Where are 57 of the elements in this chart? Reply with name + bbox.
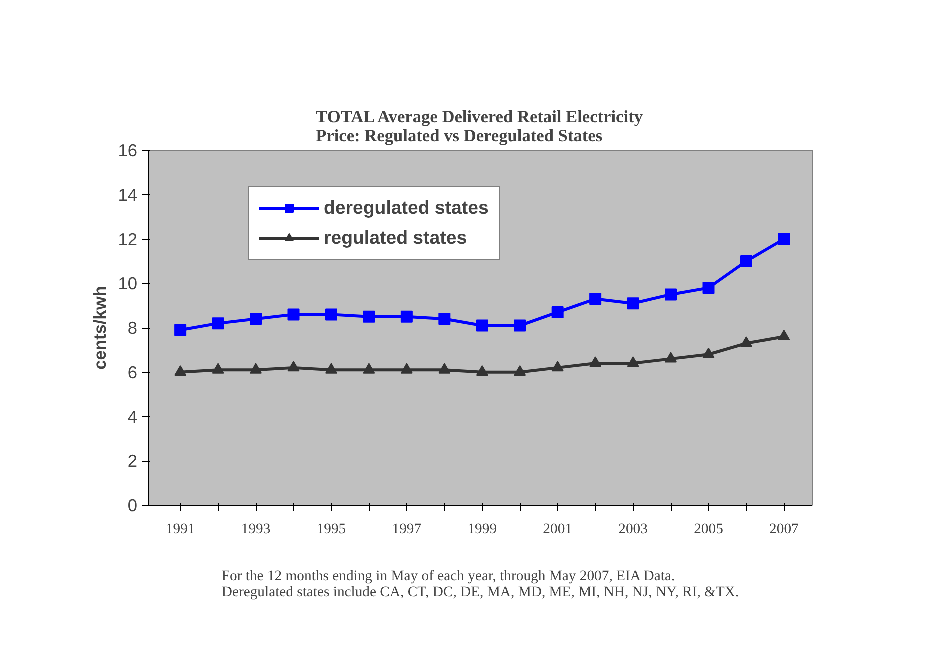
point xyxy=(325,363,338,374)
point xyxy=(514,320,526,332)
point xyxy=(250,363,262,374)
y-tick-label: 4 xyxy=(128,406,138,427)
point xyxy=(702,282,715,294)
chart-title: TOTAL Average Delivered Retail Electricity Price: Regulated vs Deregulated States xyxy=(316,108,644,146)
x-tick-label: 1997 xyxy=(392,522,422,538)
x-tick-label: 1999 xyxy=(468,522,498,538)
x-tick-label: 2007 xyxy=(770,522,799,538)
point xyxy=(363,363,376,374)
point xyxy=(174,366,187,376)
point xyxy=(740,255,752,268)
point xyxy=(212,363,224,374)
point xyxy=(250,313,262,326)
point xyxy=(552,361,564,372)
point xyxy=(476,320,488,332)
y-tick-label: 16 xyxy=(118,140,138,160)
point xyxy=(174,324,187,336)
x-tick-label: 2003 xyxy=(618,522,648,538)
point xyxy=(627,298,640,310)
y-tick-label: 10 xyxy=(118,274,138,294)
y-tick-label: 6 xyxy=(128,362,138,382)
point xyxy=(778,233,790,246)
point xyxy=(438,313,451,326)
point xyxy=(590,293,602,306)
legend-label: deregulated states xyxy=(324,197,489,219)
point xyxy=(212,318,224,330)
point xyxy=(778,330,790,341)
x-tick-label: 1993 xyxy=(241,522,271,538)
y-tick-label: 12 xyxy=(118,229,138,250)
y-tick-label: 2 xyxy=(128,451,138,472)
x-tick-label: 1995 xyxy=(316,522,346,538)
point xyxy=(400,363,413,374)
y-tick-label: 14 xyxy=(118,184,138,205)
text: For the 12 months ending in May of each year, through May 2007, EIA Data. Deregulated states include CA, CT, DC, DE, MA, MD, ME, MI, NH, NJ, NY, RI, &TX. xyxy=(222,568,740,600)
point xyxy=(325,308,338,321)
x-tick-label: 2005 xyxy=(694,522,724,538)
point xyxy=(627,356,640,368)
point xyxy=(514,366,526,376)
y-tick-label: 8 xyxy=(128,318,138,338)
point xyxy=(288,361,300,372)
point xyxy=(665,288,678,301)
point xyxy=(363,310,376,323)
point xyxy=(665,352,678,363)
point xyxy=(590,356,602,368)
point xyxy=(702,348,715,358)
point xyxy=(552,306,564,318)
point xyxy=(740,336,752,348)
x-tick-label: 1991 xyxy=(166,522,196,538)
point xyxy=(288,308,300,321)
y-tick-label: 0 xyxy=(128,496,138,516)
point xyxy=(476,366,488,376)
legend-label: regulated states xyxy=(324,227,468,249)
x-tick-label: 2001 xyxy=(543,522,572,538)
y-axis-title: cents/kwh xyxy=(90,286,110,370)
point xyxy=(438,363,451,374)
point xyxy=(400,310,413,323)
